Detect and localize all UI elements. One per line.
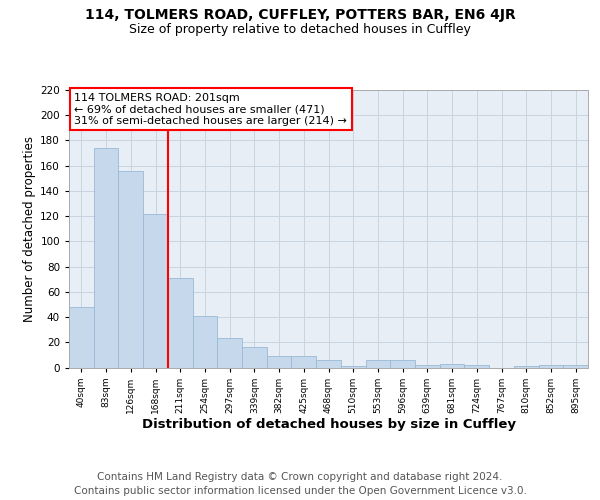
- Bar: [316, 360, 341, 368]
- X-axis label: Distribution of detached houses by size in Cuffley: Distribution of detached houses by size …: [142, 418, 515, 432]
- Bar: [365, 360, 390, 368]
- Text: Size of property relative to detached houses in Cuffley: Size of property relative to detached ho…: [129, 22, 471, 36]
- Bar: [514, 366, 539, 368]
- Y-axis label: Number of detached properties: Number of detached properties: [23, 136, 36, 322]
- Bar: [464, 365, 489, 368]
- Bar: [539, 365, 563, 368]
- Bar: [341, 366, 365, 368]
- Bar: [267, 356, 292, 368]
- Bar: [94, 148, 118, 368]
- Text: Contains public sector information licensed under the Open Government Licence v3: Contains public sector information licen…: [74, 486, 526, 496]
- Bar: [193, 316, 217, 368]
- Bar: [390, 360, 415, 368]
- Bar: [242, 348, 267, 368]
- Text: 114 TOLMERS ROAD: 201sqm
← 69% of detached houses are smaller (471)
31% of semi-: 114 TOLMERS ROAD: 201sqm ← 69% of detach…: [74, 93, 347, 126]
- Bar: [143, 214, 168, 368]
- Bar: [415, 365, 440, 368]
- Bar: [118, 170, 143, 368]
- Text: 114, TOLMERS ROAD, CUFFLEY, POTTERS BAR, EN6 4JR: 114, TOLMERS ROAD, CUFFLEY, POTTERS BAR,…: [85, 8, 515, 22]
- Text: Contains HM Land Registry data © Crown copyright and database right 2024.: Contains HM Land Registry data © Crown c…: [97, 472, 503, 482]
- Bar: [217, 338, 242, 368]
- Bar: [563, 365, 588, 368]
- Bar: [69, 307, 94, 368]
- Bar: [440, 364, 464, 368]
- Bar: [168, 278, 193, 368]
- Bar: [292, 356, 316, 368]
